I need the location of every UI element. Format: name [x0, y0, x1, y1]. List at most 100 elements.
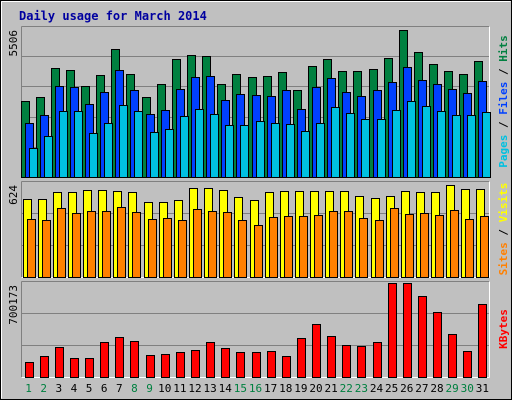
bar-sites-day-26	[405, 214, 414, 278]
bar-sites-day-28	[435, 215, 444, 278]
bar-pages-day-16	[256, 121, 265, 178]
bar-sites-day-13	[208, 211, 217, 278]
bar-kbytes-day-23	[357, 346, 366, 378]
bar-pages-day-25	[392, 110, 401, 178]
bar-kbytes-day-13	[206, 342, 215, 378]
x-tick-label-day-24: 24	[370, 382, 384, 395]
series-sites	[27, 207, 489, 278]
x-tick-label-day-22: 22	[340, 382, 353, 395]
panel-pages-files-hits: 5506 Pages / Files / Hits	[7, 26, 510, 178]
bar-pages-day-29	[452, 115, 461, 178]
bar-kbytes-day-26	[403, 283, 412, 378]
series-kbytes	[25, 283, 487, 378]
bar-sites-day-22	[344, 211, 353, 278]
series-legend: Pages / Files / Hits	[497, 35, 510, 168]
bar-sites-day-24	[375, 220, 384, 278]
bar-pages-day-27	[422, 106, 431, 178]
bar-kbytes-day-12	[191, 350, 200, 378]
x-tick-label-day-18: 18	[279, 382, 292, 395]
bar-pages-day-14	[225, 125, 234, 178]
bar-sites-day-16	[254, 225, 263, 278]
bar-sites-day-15	[238, 220, 247, 278]
bar-pages-day-7	[119, 105, 128, 178]
x-tick-label-day-26: 26	[400, 382, 413, 395]
bar-pages-day-5	[89, 133, 98, 178]
bar-kbytes-day-10	[161, 354, 170, 378]
bar-kbytes-day-17	[267, 351, 276, 378]
legend-part: /	[497, 222, 510, 242]
bar-kbytes-day-30	[463, 351, 472, 378]
bar-pages-day-21	[331, 107, 340, 178]
bar-kbytes-day-25	[388, 283, 397, 378]
x-tick-label-day-17: 17	[264, 382, 277, 395]
bar-sites-day-3	[57, 208, 66, 278]
bar-pages-day-18	[286, 124, 295, 178]
bar-sites-day-18	[284, 216, 293, 278]
x-tick-label-day-27: 27	[415, 382, 428, 395]
x-tick-label-day-13: 13	[203, 382, 216, 395]
x-tick-label-day-15: 15	[234, 382, 247, 395]
x-tick-label-day-1: 1	[25, 382, 32, 395]
x-tick-label-day-21: 21	[325, 382, 338, 395]
x-axis-labels: 1 2 3 4 5 6 7 8 9 10 11 12 13 14 15 16 17 18 19 20 21 22 23 24 2…	[25, 382, 489, 395]
x-tick-label-day-28: 28	[430, 382, 443, 395]
x-tick-label-day-30: 30	[461, 382, 474, 395]
bar-sites-day-30	[465, 219, 474, 278]
legend-part: Visits	[497, 183, 510, 223]
chart-title: Daily usage for March 2014	[19, 9, 207, 23]
bar-pages-day-26	[407, 101, 416, 178]
x-tick-label-day-19: 19	[294, 382, 307, 395]
x-tick-label-day-31: 31	[476, 382, 489, 395]
bar-sites-day-10	[163, 218, 172, 278]
bar-kbytes-day-14	[221, 348, 230, 378]
bar-kbytes-day-6	[100, 342, 109, 378]
bar-pages-day-19	[301, 131, 310, 178]
bar-kbytes-day-28	[433, 312, 442, 378]
bar-sites-day-12	[193, 209, 202, 278]
bar-sites-day-2	[42, 220, 51, 278]
bar-pages-day-12	[195, 109, 204, 178]
bar-pages-day-20	[316, 123, 325, 178]
bar-sites-day-8	[132, 212, 141, 278]
x-tick-label-day-11: 11	[173, 382, 186, 395]
bar-kbytes-day-3	[55, 347, 64, 378]
bar-pages-day-6	[104, 123, 113, 178]
bar-sites-day-21	[329, 211, 338, 278]
legend-part: Pages	[497, 135, 510, 168]
bar-kbytes-day-1	[25, 362, 34, 378]
x-tick-label-day-2: 2	[40, 382, 47, 395]
bar-sites-day-1	[27, 219, 36, 278]
bar-sites-day-5	[87, 211, 96, 278]
bar-kbytes-day-9	[146, 355, 155, 378]
x-tick-label-day-20: 20	[309, 382, 322, 395]
bar-sites-day-19	[299, 216, 308, 278]
x-tick-label-day-8: 8	[131, 382, 138, 395]
legend-part: /	[497, 62, 510, 82]
bar-kbytes-day-16	[252, 352, 261, 378]
bar-pages-day-23	[361, 119, 370, 178]
x-tick-label-day-29: 29	[446, 382, 459, 395]
bar-pages-day-15	[240, 125, 249, 178]
bar-sites-day-29	[450, 210, 459, 278]
bar-sites-day-14	[223, 212, 232, 278]
y-max-label: 624	[7, 185, 20, 205]
bar-kbytes-day-19	[297, 338, 306, 378]
x-tick-label-day-3: 3	[56, 382, 63, 395]
bar-kbytes-day-22	[342, 345, 351, 378]
bar-pages-day-17	[271, 123, 280, 178]
bar-pages-day-24	[377, 119, 386, 178]
bar-kbytes-day-29	[448, 334, 457, 378]
bar-pages-day-13	[210, 114, 219, 178]
bar-pages-day-3	[59, 111, 68, 178]
bar-sites-day-27	[420, 213, 429, 278]
x-tick-label-day-14: 14	[219, 382, 233, 395]
bar-kbytes-day-7	[115, 337, 124, 378]
bar-sites-day-7	[117, 207, 126, 278]
legend-part: Sites	[497, 242, 510, 275]
series-pages	[29, 101, 491, 178]
x-tick-label-day-7: 7	[116, 382, 123, 395]
legend-part: KBytes	[497, 309, 510, 349]
bar-pages-day-1	[29, 148, 38, 178]
legend-part: Hits	[497, 35, 510, 62]
